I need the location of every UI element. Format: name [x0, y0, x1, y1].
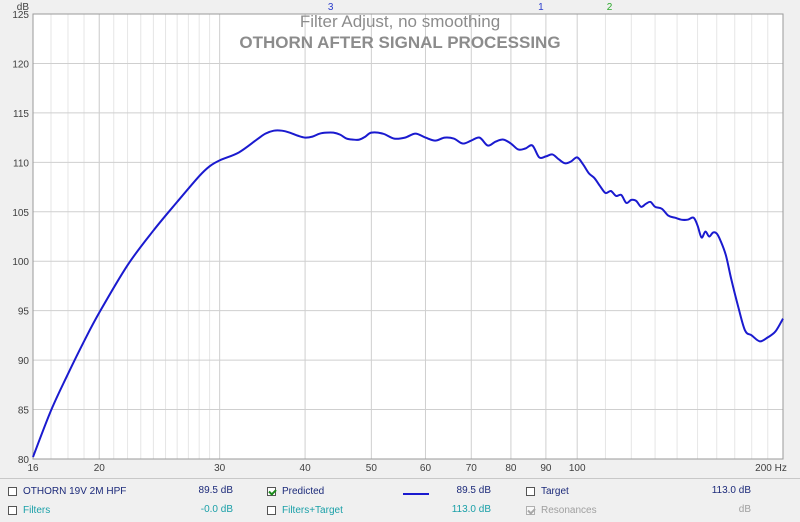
legend-panel: OTHORN 19V 2M HPF 89.5 dB Predicted 89.5…: [0, 478, 800, 522]
legend-item-measurement[interactable]: OTHORN 19V 2M HPF: [8, 482, 126, 500]
legend-value-target: 113.0 dB: [711, 485, 751, 496]
resonances-checkbox: [526, 505, 535, 515]
legend-item-predicted[interactable]: Predicted: [267, 482, 324, 500]
legend-item-target[interactable]: Target: [526, 482, 569, 500]
legend-value-resonances: dB: [738, 504, 751, 515]
legend-label-target: Target: [541, 485, 569, 497]
chart-title: Filter Adjust, no smoothing: [300, 12, 500, 31]
chart-subtitle: OTHORN AFTER SIGNAL PROCESSING: [239, 33, 560, 52]
x-tick-label: 80: [505, 463, 517, 474]
y-tick-label: 80: [18, 455, 30, 466]
legend-value-predicted: 89.5 dB: [456, 485, 491, 496]
top-marker-label: 1: [538, 2, 544, 13]
legend-label-resonances: Resonances: [541, 504, 597, 516]
legend-item-filters[interactable]: Filters: [8, 501, 50, 519]
legend-value-measurement: 89.5 dB: [198, 485, 233, 496]
plot-border: [32, 13, 784, 460]
y-tick-label: 85: [18, 406, 30, 417]
legend-item-resonances: Resonances: [526, 501, 597, 519]
top-marker-label: 3: [328, 2, 334, 13]
filters-checkbox[interactable]: [8, 505, 17, 515]
y-tick-label: 100: [12, 257, 29, 268]
y-tick-label: 120: [12, 59, 29, 70]
filters-target-checkbox[interactable]: [267, 505, 276, 515]
measurement-checkbox[interactable]: [8, 486, 17, 496]
x-tick-label: 30: [214, 463, 226, 474]
plot-area[interactable]: [33, 14, 783, 459]
x-tick-label: 70: [466, 463, 478, 474]
y-tick-label: 125: [12, 10, 29, 21]
x-tick-label: 40: [300, 463, 312, 474]
x-tick-label: 90: [540, 463, 552, 474]
target-checkbox[interactable]: [526, 486, 535, 496]
legend-item-filters-target[interactable]: Filters+Target: [267, 501, 343, 519]
y-tick-label: 115: [13, 109, 29, 120]
top-marker-label: 2: [607, 2, 613, 13]
x-tick-label: 60: [420, 463, 432, 474]
y-tick-label: 110: [13, 158, 29, 169]
x-tick-label: 16: [27, 463, 39, 474]
x-tick-label: 50: [366, 463, 378, 474]
y-unit-label: dB: [17, 2, 30, 13]
x-tick-label: 20: [94, 463, 106, 474]
legend-value-filters: -0.0 dB: [200, 504, 233, 515]
y-tick-label: 90: [18, 356, 30, 367]
legend-label-filters-target: Filters+Target: [282, 504, 343, 516]
x-tick-label: 200 Hz: [755, 463, 787, 474]
legend-value-filters-target: 113.0 dB: [451, 504, 491, 515]
legend-label-measurement: OTHORN 19V 2M HPF: [23, 485, 127, 497]
series-line-predicted[interactable]: [32, 129, 784, 458]
predicted-checkbox[interactable]: [267, 486, 276, 496]
legend-label-predicted: Predicted: [282, 485, 325, 497]
y-tick-label: 95: [18, 307, 30, 318]
x-tick-label: 100: [569, 463, 586, 474]
y-tick-label: 105: [12, 208, 29, 219]
frequency-response-chart[interactable]: 16 20 30 40 50 60 70 80 90 100 200 Hz 80 85 90 95 100 10…: [0, 0, 800, 478]
legend-label-filters: Filters: [23, 504, 51, 516]
predicted-line-swatch: [403, 493, 429, 495]
